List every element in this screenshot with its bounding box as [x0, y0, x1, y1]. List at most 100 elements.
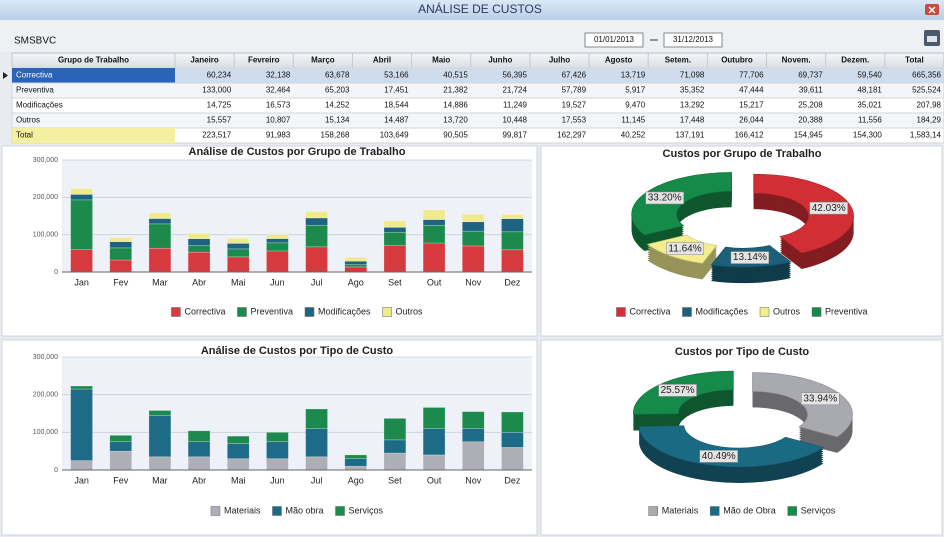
- window-title: ANÁLISE DE CUSTOS: [418, 1, 542, 16]
- y-tick-label: 0: [54, 467, 58, 474]
- bar-segment: [266, 458, 289, 471]
- bar-segment: [187, 245, 211, 253]
- date-to-input[interactable]: [663, 32, 723, 48]
- column-header: Total: [905, 56, 924, 65]
- table-cell: 25,208: [798, 101, 823, 110]
- x-tick-label: Ago: [348, 277, 364, 287]
- y-tick-label: 300,000: [33, 157, 58, 164]
- legend-swatch: [616, 307, 626, 317]
- bar-segment: [461, 441, 485, 471]
- table-cell: 162,297: [557, 131, 586, 140]
- column-header: Setem.: [665, 56, 691, 65]
- legend-label: Mão obra: [285, 505, 323, 515]
- table-cell: 71,098: [680, 71, 705, 80]
- value-label-box: [801, 392, 840, 406]
- legend-swatch: [304, 307, 315, 317]
- value-label: 33.94%: [803, 393, 837, 404]
- value-label: 42.03%: [812, 203, 846, 214]
- bar-segment: [383, 220, 407, 228]
- table-cell: 40,515: [443, 71, 468, 80]
- bar-segment: [422, 428, 446, 456]
- column-header: Novem.: [782, 56, 811, 65]
- bar-segment: [70, 199, 93, 250]
- table-cell: 63,678: [325, 71, 350, 80]
- bar-segment: [226, 443, 250, 459]
- table-cell: 59,540: [857, 71, 882, 80]
- x-tick-label: Jun: [270, 277, 285, 287]
- bar-segment: [109, 259, 133, 273]
- legend-label: Serviços: [801, 505, 836, 515]
- bar-segment: [226, 256, 250, 273]
- legend-label: Correctiva: [629, 306, 670, 316]
- bar-segment: [187, 251, 211, 273]
- table-cell: 91,983: [266, 131, 291, 140]
- bar-segment: [148, 218, 172, 225]
- column-header: Junho: [488, 56, 512, 65]
- bar-segment: [422, 224, 446, 244]
- y-tick-label: 100,000: [33, 232, 58, 239]
- bar-segment: [501, 447, 524, 471]
- bar-segment: [148, 410, 172, 416]
- table-cell: 21,382: [443, 86, 468, 95]
- table-cell: 15,217: [739, 101, 764, 110]
- table-cell: 17,553: [562, 116, 587, 125]
- row-label: Correctiva: [16, 71, 53, 80]
- table-cell: 17,451: [384, 86, 409, 95]
- x-tick-label: Mai: [231, 277, 246, 287]
- x-tick-label: Jun: [270, 475, 285, 485]
- date-from: 01/01/2013: [594, 35, 635, 44]
- legend-label: Preventiva: [825, 306, 868, 316]
- legend-label: Modificações: [318, 306, 371, 316]
- table-cell: 154,300: [853, 131, 882, 140]
- x-tick-label: Fev: [113, 475, 129, 485]
- bar-segment: [226, 243, 250, 250]
- table-cell: 15,557: [207, 116, 232, 125]
- x-tick-label: Ago: [348, 475, 364, 485]
- table-cell: 90,505: [443, 131, 468, 140]
- table-cell: 9,470: [625, 101, 646, 110]
- table-cell: 99,817: [502, 131, 527, 140]
- legend-label: Materiais: [662, 505, 699, 515]
- bar-segment: [305, 246, 328, 273]
- slice: [638, 425, 825, 468]
- table-cell: 26,044: [739, 116, 764, 125]
- column-header: Julho: [549, 56, 570, 65]
- bar-segment: [70, 194, 93, 201]
- bar-segment: [266, 441, 289, 460]
- x-tick-label: Nov: [465, 475, 482, 485]
- legend-swatch: [648, 506, 658, 516]
- bar-segment: [70, 460, 93, 471]
- table-cell: 13,720: [443, 116, 468, 125]
- bar-segment: [187, 233, 211, 240]
- bar-segment: [501, 432, 524, 448]
- x-tick-label: Set: [388, 475, 402, 485]
- table-cell: 166,412: [735, 131, 764, 140]
- column-header: Grupo de Trabalho: [58, 56, 129, 65]
- toolbar: [0, 20, 944, 52]
- bar-segment: [461, 411, 485, 429]
- x-tick-label: Jan: [74, 277, 89, 287]
- row-label: Modificações: [16, 101, 63, 110]
- bar-segment: [148, 456, 172, 471]
- table-cell: 20,388: [798, 116, 823, 125]
- bar-segment: [383, 452, 407, 471]
- row-label: Total: [16, 131, 33, 140]
- column-header: Fevreiro: [248, 56, 280, 65]
- close-icon: [928, 6, 936, 14]
- bar-segment: [383, 226, 407, 233]
- date-from-input[interactable]: [584, 32, 644, 48]
- bar-segment: [226, 248, 250, 258]
- bar-segment: [70, 385, 93, 390]
- bar-segment: [109, 441, 133, 452]
- slice: [753, 173, 854, 254]
- bar-segment: [70, 249, 93, 273]
- table-cell: 65,203: [325, 86, 350, 95]
- legend-swatch: [682, 307, 692, 317]
- plot-area: [62, 357, 532, 470]
- y-tick-label: 0: [54, 269, 58, 276]
- bar-segment: [422, 407, 446, 429]
- y-tick-label: 200,000: [33, 194, 58, 201]
- table-cell: 67,426: [562, 71, 587, 80]
- x-tick-label: Jul: [311, 475, 323, 485]
- x-tick-label: Mar: [152, 277, 168, 287]
